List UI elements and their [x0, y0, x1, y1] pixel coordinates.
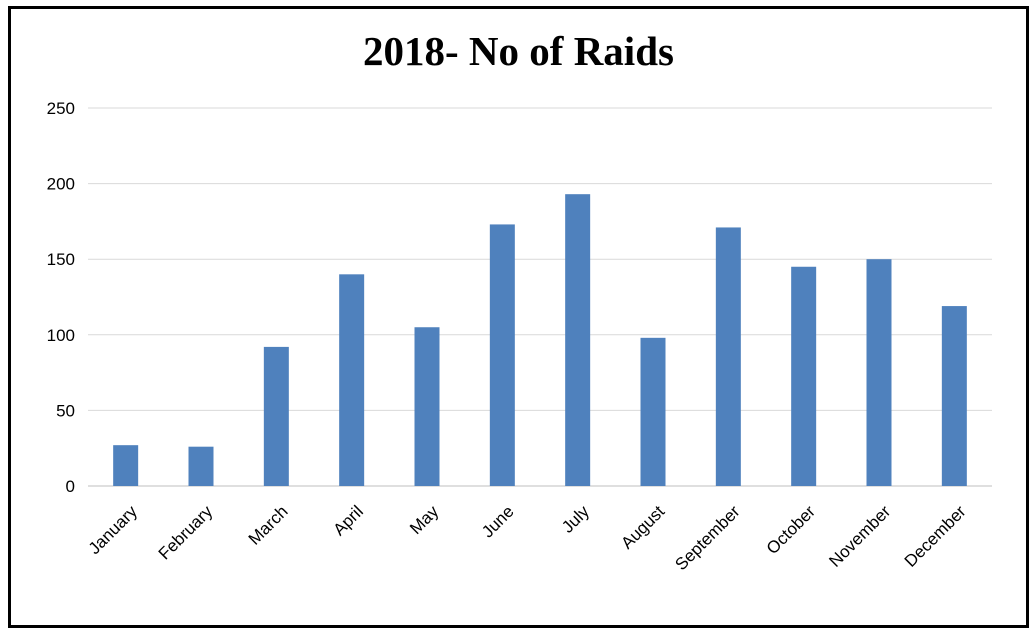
x-category-label: September [671, 502, 743, 574]
y-axis-ticks: 0 50 100 150 200 250 [47, 99, 75, 496]
x-category-label: November [825, 502, 894, 571]
y-tick-label: 200 [47, 175, 75, 194]
x-axis-categories: January February March April May June July Augu… [85, 502, 970, 575]
bar-january [113, 445, 139, 486]
chart-frame: 2018- No of Raids [8, 6, 1029, 628]
x-category-label: December [901, 502, 970, 571]
x-category-label: May [406, 502, 442, 538]
bar-september [715, 227, 741, 486]
x-category-label: February [155, 502, 217, 564]
bar-august [640, 337, 666, 486]
x-category-label: August [617, 502, 668, 553]
bar-october [791, 266, 817, 486]
bar-july [565, 194, 591, 486]
x-category-label: July [558, 502, 593, 537]
gridlines [88, 107, 992, 487]
x-category-label: June [478, 502, 518, 542]
bar-may [414, 327, 440, 486]
x-category-label: April [329, 502, 366, 539]
y-tick-label: 50 [56, 401, 75, 420]
chart-title: 2018- No of Raids [363, 28, 674, 74]
bar-april [339, 274, 365, 486]
bars [113, 194, 967, 486]
bar-december [941, 306, 967, 486]
y-tick-label: 100 [47, 326, 75, 345]
y-tick-label: 0 [66, 477, 75, 496]
x-category-label: January [85, 502, 142, 559]
bar-february [188, 446, 214, 486]
bar-june [489, 224, 515, 486]
bar-march [263, 346, 289, 486]
y-tick-label: 250 [47, 99, 75, 118]
y-tick-label: 150 [47, 250, 75, 269]
bar-november [866, 259, 892, 486]
x-category-label: October [763, 502, 819, 558]
x-category-label: March [245, 502, 292, 549]
